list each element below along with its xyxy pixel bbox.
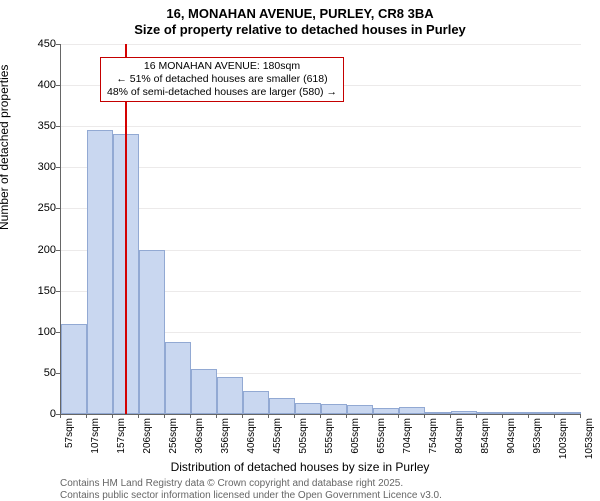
x-tick-mark <box>268 414 269 418</box>
gridline <box>61 208 581 209</box>
histogram-bar <box>451 411 477 414</box>
x-tick-mark <box>580 414 581 418</box>
x-tick-label: 1003sqm <box>558 418 569 462</box>
histogram-bar <box>217 377 243 414</box>
x-tick-mark <box>164 414 165 418</box>
x-tick-mark <box>294 414 295 418</box>
x-tick-label: 605sqm <box>350 418 361 462</box>
property-size-histogram: 16, MONAHAN AVENUE, PURLEY, CR8 3BA Size… <box>0 0 600 500</box>
x-tick-label: 206sqm <box>142 418 153 462</box>
x-tick-label: 804sqm <box>454 418 465 462</box>
x-tick-mark <box>502 414 503 418</box>
x-tick-label: 256sqm <box>168 418 179 462</box>
x-tick-mark <box>450 414 451 418</box>
x-tick-label: 655sqm <box>376 418 387 462</box>
histogram-bar <box>477 412 503 414</box>
x-tick-label: 904sqm <box>506 418 517 462</box>
gridline <box>61 167 581 168</box>
footer-copyright: Contains HM Land Registry data © Crown c… <box>60 478 403 489</box>
gridline <box>61 44 581 45</box>
histogram-bar <box>61 324 87 414</box>
histogram-bar <box>373 408 399 414</box>
histogram-bar <box>295 403 321 414</box>
histogram-bar <box>399 407 425 414</box>
y-tick-mark <box>56 126 60 127</box>
x-tick-mark <box>60 414 61 418</box>
x-tick-label: 754sqm <box>428 418 439 462</box>
x-tick-mark <box>476 414 477 418</box>
y-tick-label: 400 <box>16 79 56 91</box>
y-tick-label: 150 <box>16 285 56 297</box>
y-tick-label: 100 <box>16 326 56 338</box>
gridline <box>61 126 581 127</box>
histogram-bar <box>529 412 555 414</box>
y-tick-mark <box>56 373 60 374</box>
y-tick-label: 450 <box>16 38 56 50</box>
x-tick-label: 157sqm <box>116 418 127 462</box>
footer-licence: Contains public sector information licen… <box>60 490 442 501</box>
annotation-line1: 16 MONAHAN AVENUE: 180sqm <box>107 60 337 73</box>
x-tick-mark <box>398 414 399 418</box>
x-tick-label: 505sqm <box>298 418 309 462</box>
y-tick-label: 300 <box>16 161 56 173</box>
x-tick-mark <box>190 414 191 418</box>
x-tick-mark <box>112 414 113 418</box>
x-tick-label: 356sqm <box>220 418 231 462</box>
histogram-bar <box>139 250 165 414</box>
annotation-line3: 48% of semi-detached houses are larger (… <box>107 86 337 99</box>
y-tick-mark <box>56 44 60 45</box>
x-tick-mark <box>346 414 347 418</box>
x-tick-mark <box>242 414 243 418</box>
x-tick-mark <box>424 414 425 418</box>
histogram-bar <box>347 405 373 414</box>
x-tick-mark <box>528 414 529 418</box>
x-tick-mark <box>138 414 139 418</box>
annotation-line2: ← 51% of detached houses are smaller (61… <box>107 73 337 86</box>
histogram-bar <box>243 391 269 414</box>
x-tick-mark <box>216 414 217 418</box>
x-tick-label: 953sqm <box>532 418 543 462</box>
y-tick-mark <box>56 332 60 333</box>
histogram-bar <box>321 404 347 414</box>
histogram-bar <box>269 398 295 414</box>
y-axis-label: Number of detached properties <box>0 65 11 230</box>
histogram-bar <box>87 130 113 414</box>
x-tick-label: 704sqm <box>402 418 413 462</box>
y-tick-mark <box>56 250 60 251</box>
y-tick-label: 250 <box>16 202 56 214</box>
y-tick-mark <box>56 85 60 86</box>
histogram-bar <box>555 412 581 414</box>
histogram-bar <box>425 412 451 414</box>
chart-title-line1: 16, MONAHAN AVENUE, PURLEY, CR8 3BA <box>0 6 600 21</box>
y-tick-label: 350 <box>16 120 56 132</box>
histogram-bar <box>191 369 217 414</box>
x-tick-label: 306sqm <box>194 418 205 462</box>
x-tick-label: 1053sqm <box>584 418 595 462</box>
histogram-bar <box>165 342 191 414</box>
x-tick-mark <box>86 414 87 418</box>
marker-annotation: 16 MONAHAN AVENUE: 180sqm ← 51% of detac… <box>100 57 344 102</box>
x-tick-label: 406sqm <box>246 418 257 462</box>
y-tick-mark <box>56 291 60 292</box>
x-tick-mark <box>320 414 321 418</box>
x-tick-label: 107sqm <box>90 418 101 462</box>
chart-title-line2: Size of property relative to detached ho… <box>0 22 600 37</box>
x-tick-mark <box>372 414 373 418</box>
y-tick-label: 0 <box>16 408 56 420</box>
x-tick-label: 455sqm <box>272 418 283 462</box>
y-tick-label: 200 <box>16 244 56 256</box>
x-tick-label: 57sqm <box>64 418 75 462</box>
x-tick-mark <box>554 414 555 418</box>
y-tick-mark <box>56 167 60 168</box>
histogram-bar <box>503 412 529 414</box>
y-tick-label: 50 <box>16 367 56 379</box>
y-tick-mark <box>56 208 60 209</box>
x-tick-label: 854sqm <box>480 418 491 462</box>
x-tick-label: 555sqm <box>324 418 335 462</box>
x-axis-label: Distribution of detached houses by size … <box>0 460 600 474</box>
